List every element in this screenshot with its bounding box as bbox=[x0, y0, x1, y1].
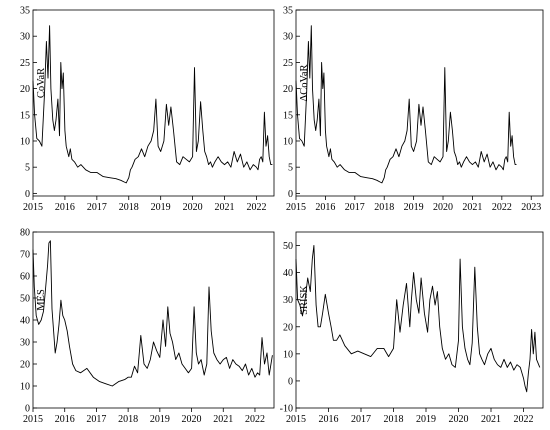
y-axis-label-srisk: SRISK bbox=[299, 285, 310, 315]
y-axis-label-mes: MES bbox=[36, 289, 47, 311]
x-tick-label: 2018 bbox=[118, 414, 138, 425]
y-tick-label: 30 bbox=[20, 338, 30, 349]
y-tick-label: -10 bbox=[280, 404, 293, 415]
panel-covar: 0 5 10 15 20 25 30 35 2015 2016 2017 2018 2019 2020 20… bbox=[20, 6, 275, 213]
y-tick-label: 35 bbox=[283, 6, 293, 17]
panel-srisk: -10 0 10 20 30 40 50 2015 2016 2017 2018 2019 2020 20… bbox=[280, 231, 544, 425]
y-tick-label: 50 bbox=[20, 294, 30, 305]
x-tick-label: 2016 bbox=[55, 414, 75, 425]
y-tick-label: 40 bbox=[20, 316, 30, 327]
series-line-delta-covar bbox=[295, 25, 517, 184]
panel-delta-covar: 0 5 10 15 20 25 30 35 2015 2016 2017 2018 2019 2020 20… bbox=[283, 6, 544, 213]
y-axis-label-covar: CoVaR bbox=[36, 68, 47, 98]
x-tick-label: 2016 bbox=[319, 414, 339, 425]
x-tick-label: 2021 bbox=[215, 202, 235, 213]
x-tick-label: 2020 bbox=[183, 202, 203, 213]
y-tick-label: 20 bbox=[283, 84, 293, 95]
x-tick-label: 2022 bbox=[245, 414, 265, 425]
y-tick-label: 25 bbox=[20, 58, 30, 69]
panel-mes: 0 10 20 30 40 50 60 70 80 2015 2016 2017 2018 2019 202… bbox=[20, 228, 275, 425]
y-tick-label: 15 bbox=[283, 110, 293, 121]
x-tick-label: 2019 bbox=[416, 414, 436, 425]
y-tick-label: 40 bbox=[283, 268, 293, 279]
x-tick-label: 2019 bbox=[404, 202, 424, 213]
x-tick-label: 2021 bbox=[213, 414, 233, 425]
series-line-covar bbox=[32, 25, 273, 184]
x-tick-label: 2018 bbox=[384, 414, 404, 425]
x-tick-label: 2019 bbox=[150, 414, 170, 425]
x-tick-label: 2018 bbox=[374, 202, 394, 213]
y-tick-label: 0 bbox=[288, 189, 293, 200]
x-tick-label: 2017 bbox=[345, 202, 365, 213]
x-tick-label: 2015 bbox=[286, 414, 306, 425]
x-tick-label: 2017 bbox=[351, 414, 371, 425]
series-line-mes bbox=[32, 240, 273, 387]
plot-frame-covar bbox=[32, 9, 275, 197]
plot-frame-mes bbox=[32, 231, 275, 409]
y-tick-label: 0 bbox=[25, 189, 30, 200]
y-tick-label: 0 bbox=[288, 376, 293, 387]
y-tick-label: 35 bbox=[20, 6, 30, 17]
y-tick-label: 10 bbox=[283, 136, 293, 147]
x-tick-label: 2022 bbox=[514, 414, 534, 425]
x-tick-label: 2022 bbox=[492, 202, 512, 213]
x-tick-label: 2020 bbox=[449, 414, 469, 425]
x-tick-label: 2015 bbox=[286, 202, 306, 213]
x-tick-label: 2015 bbox=[23, 414, 43, 425]
y-tick-label: 5 bbox=[25, 163, 30, 174]
x-tick-label: 2016 bbox=[315, 202, 335, 213]
y-tick-label: 20 bbox=[20, 84, 30, 95]
x-tick-label: 2020 bbox=[182, 414, 202, 425]
x-tick-label: 2016 bbox=[55, 202, 75, 213]
y-tick-label: 30 bbox=[20, 32, 30, 43]
x-tick-label: 2017 bbox=[86, 414, 106, 425]
y-tick-label: 10 bbox=[283, 349, 293, 360]
y-tick-label: 10 bbox=[20, 382, 30, 393]
plot-frame-srisk bbox=[295, 231, 544, 409]
y-tick-label: 60 bbox=[20, 272, 30, 283]
y-tick-label: 30 bbox=[283, 32, 293, 43]
y-tick-label: 0 bbox=[25, 404, 30, 415]
y-tick-label: 10 bbox=[20, 136, 30, 147]
y-tick-label: 30 bbox=[283, 295, 293, 306]
x-tick-label: 2018 bbox=[119, 202, 139, 213]
y-tick-label: 20 bbox=[283, 322, 293, 333]
series-line-srisk bbox=[295, 245, 541, 393]
y-tick-label: 15 bbox=[20, 110, 30, 121]
plot-frame-delta-covar bbox=[295, 9, 544, 197]
y-tick-label: 70 bbox=[20, 250, 30, 261]
x-tick-label: 2020 bbox=[433, 202, 453, 213]
x-tick-label: 2023 bbox=[521, 202, 541, 213]
y-tick-label: 80 bbox=[20, 228, 30, 239]
x-tick-label: 2019 bbox=[151, 202, 171, 213]
x-tick-label: 2021 bbox=[481, 414, 501, 425]
y-tick-label: 50 bbox=[283, 241, 293, 252]
y-tick-label: 25 bbox=[283, 58, 293, 69]
x-tick-label: 2017 bbox=[87, 202, 107, 213]
x-tick-label: 2015 bbox=[23, 202, 43, 213]
y-tick-label: 5 bbox=[288, 163, 293, 174]
x-tick-label: 2021 bbox=[462, 202, 482, 213]
y-axis-label-delta-covar: ΔCoVaR bbox=[299, 64, 310, 101]
y-tick-label: 20 bbox=[20, 360, 30, 371]
x-tick-label: 2022 bbox=[246, 202, 266, 213]
